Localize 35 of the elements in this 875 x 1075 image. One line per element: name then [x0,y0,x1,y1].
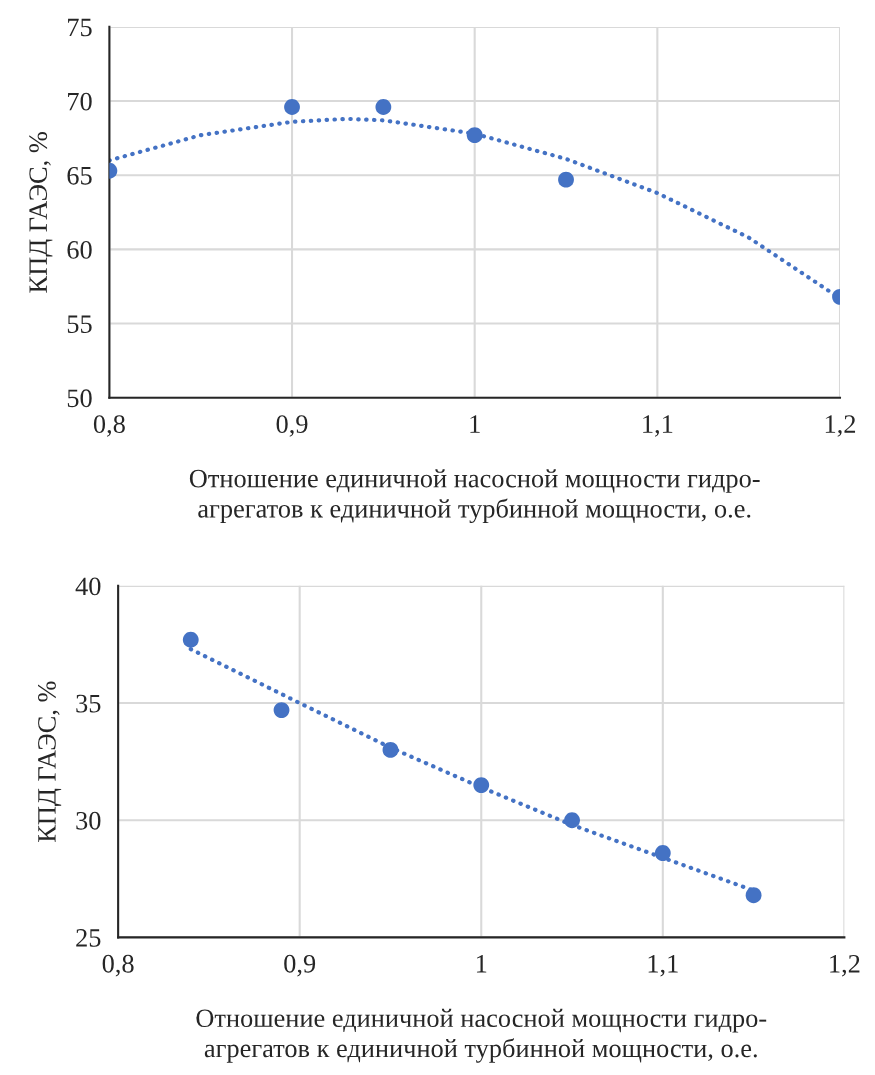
y-tick-label: 35 [76,694,101,713]
x-tick-label: 1,1 [643,415,673,437]
y-tick-label: 30 [76,811,101,830]
x-tick-label: 0,9 [284,954,316,977]
point [473,777,490,793]
point [182,631,199,648]
y-tick-label: 25 [76,929,101,947]
y-tick-label: 50 [67,389,92,408]
x-tick-label: 0,8 [93,415,125,437]
y-tick-label: 75 [68,18,92,37]
x-tick-label: 1,2 [825,415,856,437]
point [382,742,399,758]
y-tick-label: 65 [67,166,92,185]
point [466,127,483,144]
point [284,99,300,115]
y-axis-title: КПД ГАЭС, % [29,132,53,293]
point [375,99,392,115]
point [273,702,290,718]
x-axis-title: Отношение единичной насосной мощности гидро- агрегатов к единичной турбинной мощности, о.е. [189,469,760,524]
x-tick-label: 0,8 [102,954,134,977]
y-tick-label: 40 [75,577,101,596]
y-tick-label: 60 [67,241,92,259]
point [745,887,762,904]
y-tick-label: 70 [68,92,92,111]
x-tick-label: 0,9 [276,415,308,437]
x-tick-label: 1,1 [648,954,678,977]
point [558,171,574,188]
x-axis-title: Отношение единичной насосной мощности гидро- агрегатов к единичной турбинной мощности, о.е. [196,1008,767,1063]
point [654,845,671,861]
y-axis-title: КПД ГАЭС, % [38,681,62,842]
x-tick-label: 1 [470,415,480,433]
x-tick-label: 1 [476,954,487,973]
point [564,812,580,829]
y-tick-label: 55 [67,315,92,333]
x-tick-label: 1,2 [830,954,860,977]
